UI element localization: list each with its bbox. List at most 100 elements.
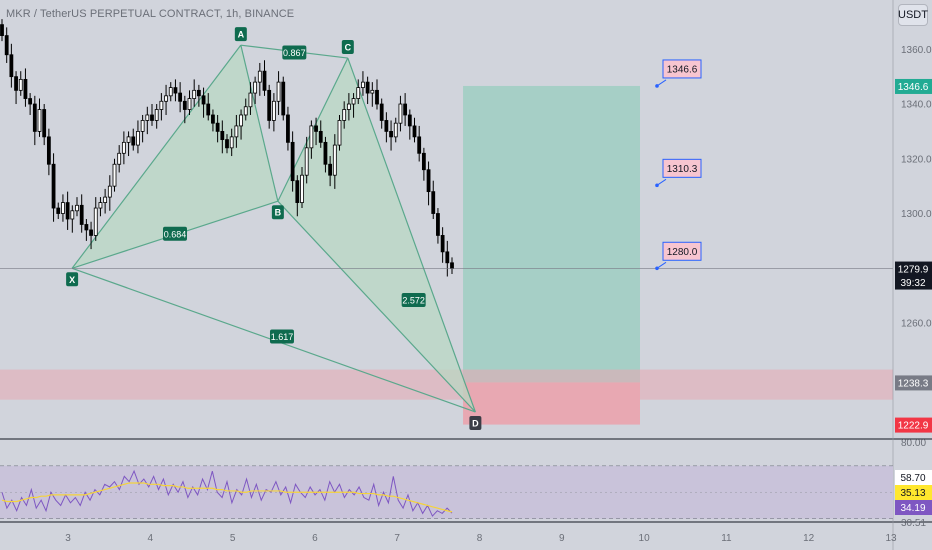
candle (384, 112, 389, 143)
ratio-badge (282, 45, 307, 60)
price-axis-label: 1222.9 (898, 421, 929, 432)
candle (290, 131, 295, 192)
candle-body (192, 89, 197, 99)
candle (103, 188, 108, 214)
candle (140, 114, 145, 143)
candle (112, 158, 117, 192)
countdown-badge (895, 275, 932, 290)
countdown-label: 39:32 (900, 278, 925, 289)
candle-body (328, 163, 333, 176)
candle-body (342, 109, 347, 121)
candle (107, 175, 112, 211)
price-axis-tick: 1360.0 (901, 45, 932, 56)
candle-body (98, 202, 103, 209)
time-axis-tick: 11 (721, 533, 732, 544)
candle-body (37, 109, 42, 132)
candle-body (290, 141, 295, 182)
candle (417, 125, 422, 162)
candle (84, 219, 89, 241)
candle-body (61, 202, 65, 214)
ratio-badge (162, 226, 187, 241)
candle (440, 227, 445, 263)
candle (295, 175, 300, 217)
rsi-axis-label: 34.19 (900, 503, 925, 514)
time-axis-tick: 7 (394, 533, 400, 544)
price-axis-tick: 1320.0 (901, 154, 932, 165)
target-box (662, 158, 702, 178)
candle-body (398, 103, 403, 124)
candle (431, 180, 436, 219)
leg-bd (277, 200, 476, 413)
candle (342, 101, 347, 129)
candle-body (112, 163, 117, 187)
candle-body (403, 103, 408, 116)
candle-body (431, 191, 436, 214)
candle (248, 82, 253, 115)
candle (93, 197, 98, 241)
candle-body (243, 106, 248, 116)
candle (229, 128, 234, 157)
target-pointer (656, 79, 667, 87)
candle (61, 194, 65, 222)
candle-body (196, 89, 201, 97)
symbol-title: MKR / TetherUS PERPETUAL CONTRACT, 1h, B… (6, 8, 295, 20)
candle-body (262, 70, 267, 91)
candle-body (140, 120, 145, 132)
candle (121, 131, 126, 165)
time-axis-tick: 4 (148, 533, 154, 544)
candle (403, 93, 408, 126)
rsi-axis-badge (895, 470, 932, 485)
target-box (662, 241, 702, 261)
candle-body (93, 207, 98, 236)
candle-body (75, 204, 79, 212)
candle-body (9, 54, 14, 78)
candle-body (379, 103, 384, 121)
price-axis-badge (895, 375, 932, 391)
candle (117, 145, 122, 173)
rsi-axis-label: 58.70 (900, 473, 925, 484)
time-axis-tick: 12 (803, 533, 815, 544)
candle-body (65, 202, 70, 220)
candle (51, 153, 56, 222)
candle-body (168, 87, 173, 97)
target-anchor (655, 84, 659, 88)
currency-button[interactable]: USDT (898, 4, 928, 26)
candle (234, 114, 239, 148)
ratio-label: 2.572 (402, 296, 425, 306)
candle-body (248, 92, 253, 108)
candle-body (361, 81, 365, 88)
time-axis-tick: 3 (65, 533, 71, 544)
candle-body (51, 163, 56, 209)
candle-body (187, 98, 192, 110)
candle (4, 27, 9, 63)
target-label: 1310.3 (667, 164, 698, 175)
candle (206, 93, 211, 121)
candle-body (393, 122, 398, 138)
pattern-point-b (271, 205, 284, 220)
candle-body (56, 207, 61, 214)
candle-body (145, 114, 150, 121)
candle (159, 93, 164, 121)
candle (46, 128, 51, 176)
candle-body (346, 103, 351, 110)
candle (18, 71, 23, 96)
candle (196, 84, 201, 107)
candle-body (178, 92, 183, 102)
target-anchor (655, 183, 659, 188)
candle (187, 90, 192, 115)
target-pointer (656, 178, 667, 186)
leg-cd (347, 57, 476, 413)
candle (375, 79, 379, 110)
candle (393, 117, 398, 143)
candle-body (421, 152, 426, 171)
candle (262, 60, 267, 96)
candle (215, 114, 220, 143)
price-axis-label: 1238.3 (898, 378, 929, 389)
candle-body (257, 70, 262, 83)
candle-body (103, 196, 108, 203)
rsi-ma-line (1, 482, 453, 513)
candle-body (417, 136, 422, 154)
candle-body (440, 235, 445, 253)
candle (98, 197, 103, 217)
